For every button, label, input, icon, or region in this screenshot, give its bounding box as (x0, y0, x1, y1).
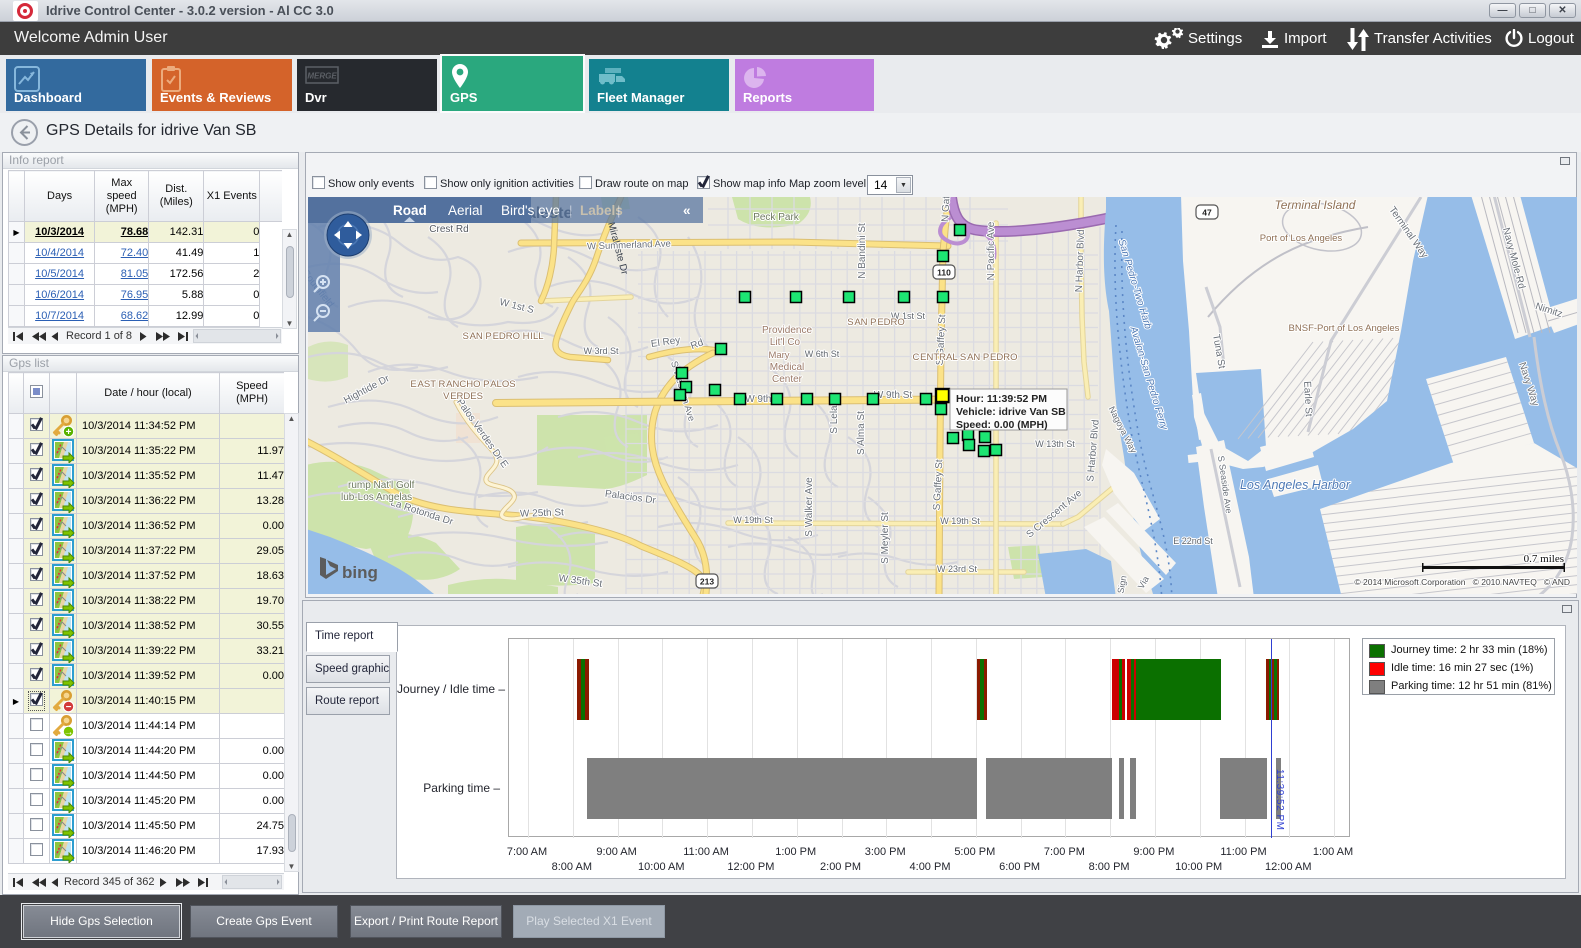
svg-text:Peck Park: Peck Park (753, 212, 800, 223)
svg-text:110: 110 (937, 268, 951, 278)
svg-text:Vehicle: idrive Van SB: Vehicle: idrive Van SB (956, 406, 1066, 418)
svg-text:Earle St: Earle St (1301, 381, 1314, 417)
svg-text:S AN P EDRO H ILL: S AN P EDRO H ILL (462, 331, 543, 342)
svg-text:Rd: Rd (689, 337, 705, 352)
svg-text:W 19th St: W 19th St (940, 516, 980, 526)
svg-text:Labels: Labels (580, 203, 623, 218)
svg-text:lub-Los Angelas: lub-Los Angelas (341, 492, 412, 503)
svg-text:W 6th St: W 6th St (805, 349, 840, 359)
svg-text:|: | (617, 203, 620, 218)
svg-text:Bird's eye: Bird's eye (501, 203, 560, 218)
svg-text:S Meyler St: S Meyler St (880, 512, 891, 564)
svg-text:E AST R ANCHO P ALOS: E AST R ANCHO P ALOS (410, 379, 515, 390)
svg-text:Providence: Providence (762, 325, 812, 336)
svg-text:W 1st St: W 1st St (891, 311, 926, 321)
svg-text:Mary: Mary (768, 350, 789, 361)
svg-text:Los Angeles Harbor: Los Angeles Harbor (1240, 478, 1351, 492)
svg-text:47: 47 (1202, 208, 1212, 218)
svg-text:El Rey: El Rey (650, 335, 681, 350)
svg-text:S Walker Ave: S Walker Ave (804, 477, 815, 537)
svg-text:C ENTRAL S AN P EDRO: C ENTRAL S AN P EDRO (913, 352, 1018, 363)
svg-text:N Gaffe: N Gaffe (940, 197, 953, 222)
svg-text:W 3rd St: W 3rd St (583, 346, 619, 356)
svg-text:0.7 miles: 0.7 miles (1524, 553, 1564, 565)
svg-text:Medical: Medical (770, 362, 804, 373)
svg-text:bing: bing (342, 563, 378, 582)
svg-text:Speed: 0.00 (MPH): Speed: 0.00 (MPH) (956, 419, 1048, 431)
svg-text:W 23rd St: W 23rd St (937, 564, 978, 574)
svg-text:N Harbor Blvd: N Harbor Blvd (1074, 229, 1087, 292)
svg-text:S Gaffey St: S Gaffey St (932, 459, 946, 511)
svg-text:Center: Center (772, 374, 803, 385)
svg-text:Port of Los Angeles: Port of Los Angeles (1260, 233, 1343, 244)
svg-text:Sign: Sign (1116, 575, 1129, 594)
svg-text:W 19th St: W 19th St (733, 515, 773, 525)
svg-text:S Gaffey St: S Gaffey St (935, 314, 949, 366)
svg-text:W 25th St: W 25th St (520, 507, 564, 520)
svg-text:+: + (66, 427, 72, 438)
svg-text:«: « (683, 203, 691, 218)
svg-text:→: → (64, 727, 74, 738)
svg-text:N Bandini St: N Bandini St (857, 223, 868, 279)
svg-text:Aerial: Aerial (448, 203, 483, 218)
svg-text:© 2014 Microsoft Corporation: © 2014 Microsoft Corporation © 2010 NAVT… (1354, 577, 1570, 587)
svg-text:Lit'l Co: Lit'l Co (770, 337, 801, 348)
svg-text:−: − (66, 702, 72, 713)
svg-text:V ERDES: V ERDES (443, 391, 483, 402)
svg-text:rump Nat'l Golf: rump Nat'l Golf (348, 480, 415, 491)
svg-text:Crest Rd: Crest Rd (429, 224, 468, 235)
svg-text:|: | (569, 203, 572, 218)
svg-text:213: 213 (700, 577, 714, 587)
svg-text:N Pacific Ave: N Pacific Ave (986, 221, 997, 280)
svg-text:Road: Road (393, 203, 427, 218)
svg-text:W 13th St: W 13th St (1035, 439, 1075, 449)
svg-text:W 9th St: W 9th St (874, 390, 913, 401)
svg-text:Hour: 11:39:52 PM: Hour: 11:39:52 PM (956, 393, 1047, 405)
svg-text:MERGE: MERGE (307, 72, 337, 81)
svg-text:S Alma St: S Alma St (856, 411, 867, 455)
svg-text:BNSF-Port of Los Angeles: BNSF-Port of Los Angeles (1289, 323, 1400, 334)
svg-text:S AN P EDRO: S AN P EDRO (847, 317, 905, 328)
svg-text:E 22nd St: E 22nd St (1173, 536, 1213, 546)
svg-text:W Summerland Ave: W Summerland Ave (587, 239, 671, 253)
svg-text:Terminal Island: Terminal Island (1275, 198, 1356, 212)
